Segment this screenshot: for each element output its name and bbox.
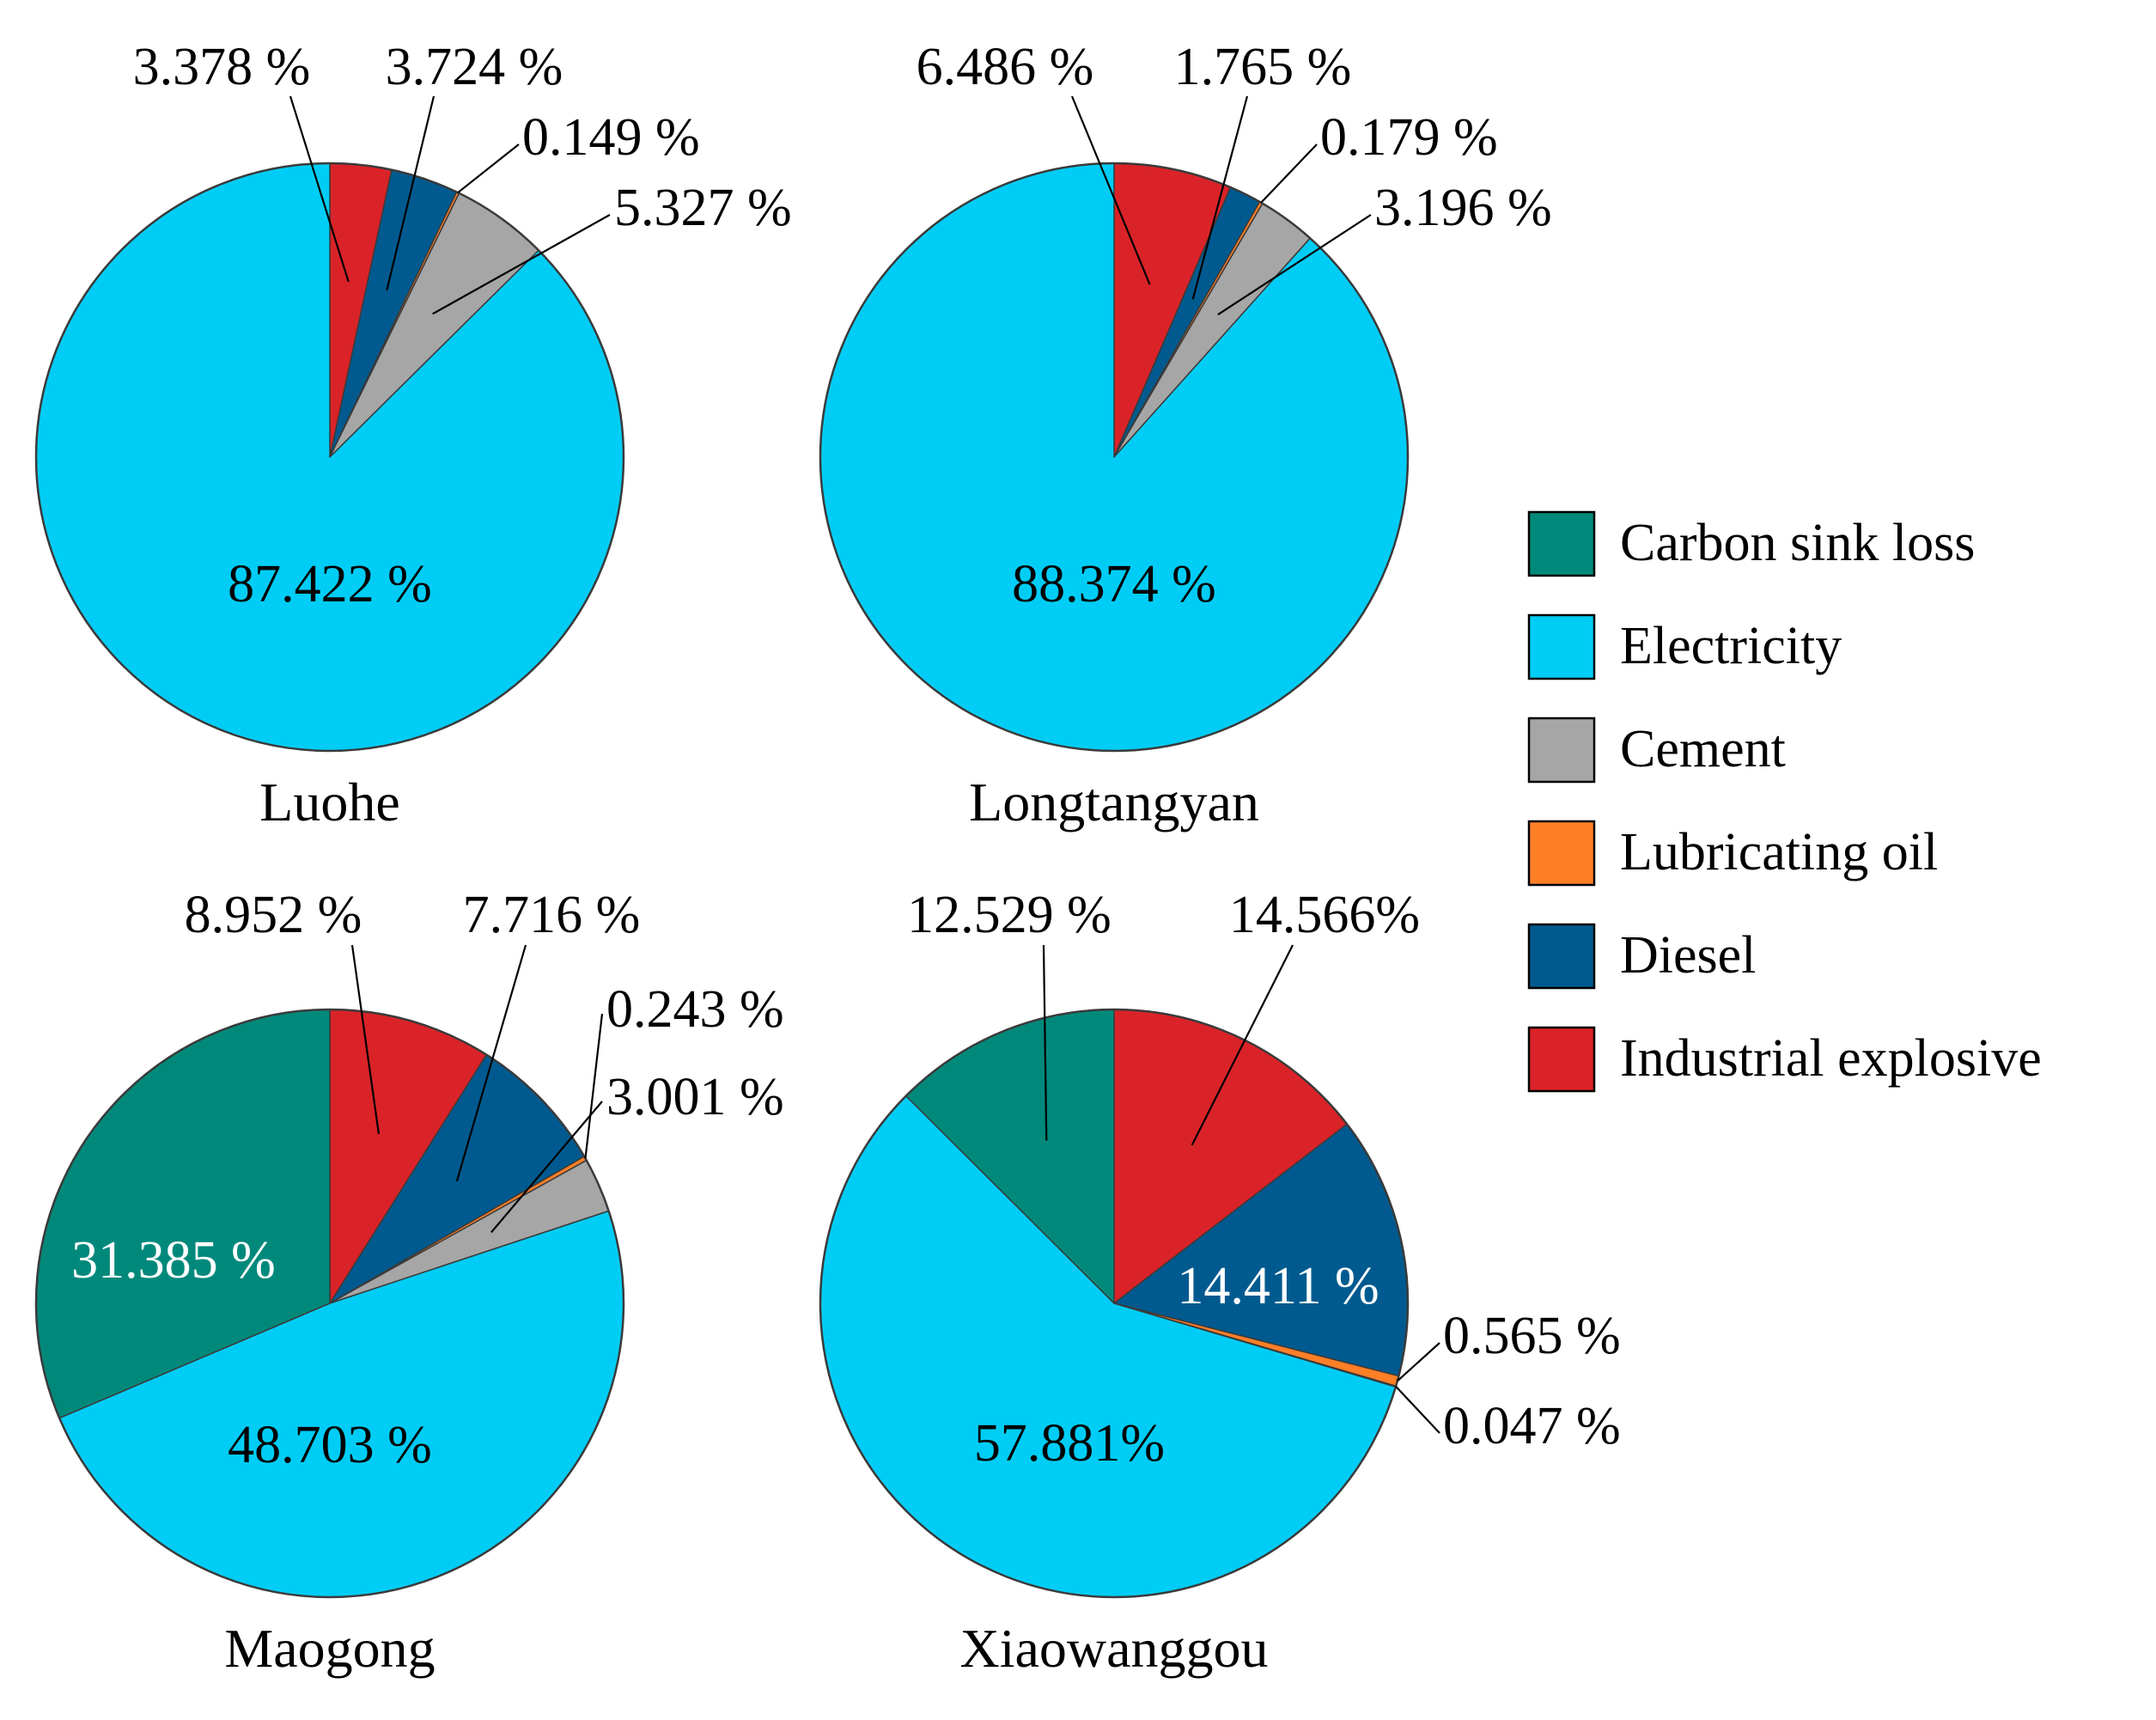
pie-luohe: 3.378 % 3.724 % 0.149 % 5.327 % 87.422 % Luoh… [34,38,792,833]
pie-title: Longtangyan [969,772,1259,833]
data-label-electricity: 48.703 % [228,1416,432,1474]
data-label-cement: 3.196 % [1374,179,1552,237]
pie-longtangyan: 6.486 % 1.765 % 0.179 % 3.196 % 88.374 % Long… [819,38,1552,833]
data-label-diesel: 14.411 % [1177,1257,1379,1315]
legend-item-electricity: Electricity [1527,613,1842,680]
pie-title: Maogong [224,1618,435,1679]
leader-line [432,214,611,315]
leader-line [1191,944,1294,1146]
legend-item-diesel: Diesel [1527,923,1756,990]
data-label-lubricating-oil: 0.243 % [606,980,784,1039]
data-label-lubricating-oil: 0.179 % [1320,108,1498,167]
leader-line [1260,143,1318,204]
data-label-industrial-explosive: 6.486 % [917,38,1094,96]
pie-title: Luohe [259,772,400,833]
pie-title: Xiaowanggou [959,1618,1268,1679]
legend-swatch [1527,1026,1596,1093]
legend-label: Electricity [1620,617,1842,675]
legend-swatch [1527,510,1596,577]
pie-outline [819,1008,1410,1599]
pie-charts: 3.378 % 3.724 % 0.149 % 5.327 % 87.422 % Luoh… [34,38,1621,1679]
leader-line [1042,944,1048,1141]
data-label-electricity: 88.374 % [1012,555,1216,613]
data-label-lubricating-oil: 0.565 % [1443,1307,1621,1365]
leader-line [386,95,435,291]
legend-label: Lubricating oil [1620,823,1938,881]
legend-label: Cement [1620,720,1786,778]
legend-swatch [1527,717,1596,784]
leader-line [584,1013,604,1159]
pie-outline [34,1008,625,1599]
data-label-industrial-explosive: 8.952 % [185,886,362,944]
legend-swatch [1527,613,1596,680]
legend-item-cement: Cement [1527,717,1786,784]
data-label-cement: 0.047 % [1443,1397,1621,1455]
data-label-carbon-sink-loss: 12.529 % [907,886,1111,944]
leader-line [455,944,527,1182]
data-label-diesel: 7.716 % [463,886,641,944]
pie-outline [34,162,625,753]
leader-line [350,944,381,1135]
legend-label: Diesel [1620,926,1756,985]
data-label-diesel: 1.765 % [1174,38,1352,96]
data-label-diesel: 3.724 % [386,38,563,96]
leader-line [289,95,350,283]
slice-electricity [819,162,1409,752]
pie-xiaowanggou: 14.566% 14.411 % 0.565 % 0.047 % 57.881% 12.5… [819,886,1621,1679]
legend-item-industrial-explosive: Industrial explosive [1527,1026,2042,1093]
data-label-cement: 5.327 % [614,179,792,237]
legend: Carbon sink loss Electricity Cement Lubrica… [1527,510,2042,1093]
pie-maogong: 8.952 % 7.716 % 0.243 % 3.001 % 48.703 % 31.3… [34,886,784,1679]
leader-line [1395,1386,1440,1434]
legend-label: Carbon sink loss [1620,514,1975,572]
data-label-lubricating-oil: 0.149 % [522,108,700,167]
data-label-electricity: 87.422 % [228,555,432,613]
leader-line [1397,1342,1440,1382]
data-label-cement: 3.001 % [606,1068,784,1126]
leader-line [1191,95,1249,300]
data-label-carbon-sink-loss: 31.385 % [71,1231,276,1290]
leader-line [490,1101,603,1234]
leader-line [1070,95,1151,285]
legend-item-lubricating-oil: Lubricating oil [1527,820,1938,887]
legend-item-carbon-sink-loss: Carbon sink loss [1527,510,1975,577]
legend-swatch [1527,923,1596,990]
leader-line [1217,214,1372,316]
leader-line [457,143,520,194]
data-label-electricity: 57.881% [974,1414,1165,1473]
legend-swatch [1527,820,1596,887]
data-label-industrial-explosive: 3.378 % [133,38,311,96]
pie-outline [819,162,1410,753]
legend-label: Industrial explosive [1620,1029,2042,1088]
data-label-industrial-explosive: 14.566% [1229,886,1420,944]
